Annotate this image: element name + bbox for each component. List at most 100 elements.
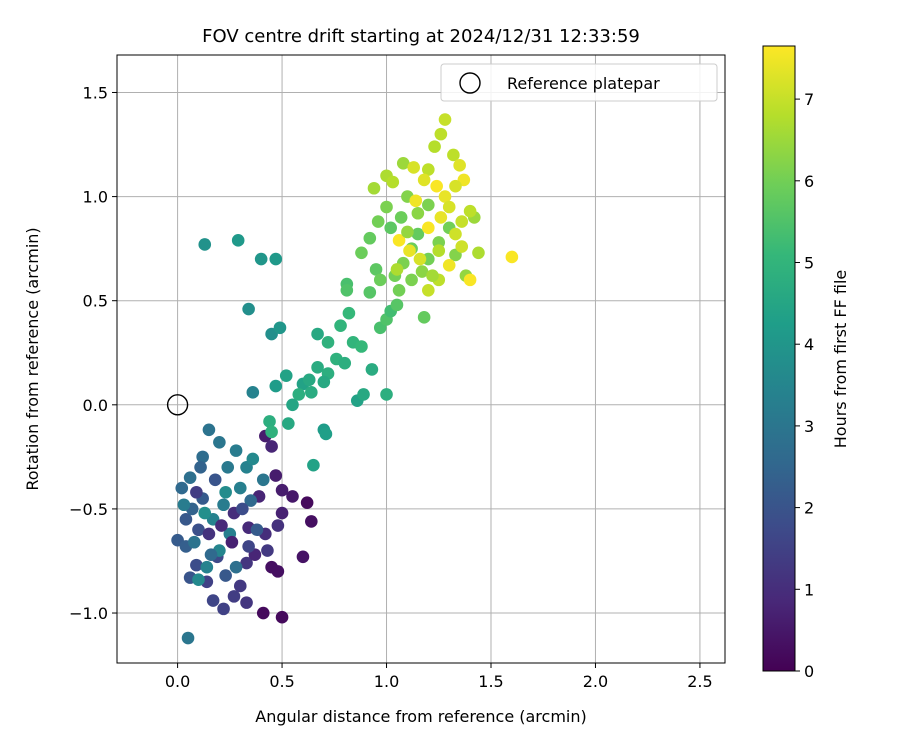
scatter-point xyxy=(256,606,270,620)
scatter-point xyxy=(386,175,400,189)
scatter-point xyxy=(413,252,427,266)
scatter-point xyxy=(392,234,406,247)
scatter-point xyxy=(321,336,335,349)
colorbar-tick-label: 2 xyxy=(804,499,814,518)
colorbar-tick-label: 1 xyxy=(804,580,814,599)
scatter-point xyxy=(340,283,354,297)
x-tick-label: 2.0 xyxy=(583,672,608,691)
scatter-point xyxy=(198,506,212,520)
scatter-point xyxy=(242,302,255,316)
y-tick-label: 1.0 xyxy=(83,188,108,207)
scatter-point xyxy=(438,190,452,203)
legend-label: Reference platepar xyxy=(507,74,660,93)
scatter-point xyxy=(401,225,414,239)
scatter-point xyxy=(183,471,197,484)
scatter-point xyxy=(434,127,448,141)
scatter-point xyxy=(417,173,431,187)
legend-box xyxy=(440,63,718,102)
scatter-point xyxy=(279,369,293,382)
colorbar-tick-label: 3 xyxy=(804,417,814,436)
plot-area: 0.0 0.5 1.0 1.5 2.0 2.5 −1.0 −0.5 0.0 0.5 1.0 1.5 xyxy=(69,54,726,691)
scatter-point xyxy=(390,263,404,276)
scatter-point xyxy=(190,558,203,572)
grid xyxy=(117,55,725,663)
scatter-point xyxy=(227,590,241,603)
colorbar-label: Hours from first FF file xyxy=(831,270,850,449)
scatter-point xyxy=(236,502,249,516)
scatter-point xyxy=(217,498,230,512)
scatter-point xyxy=(409,194,423,208)
y-tick-label: 0.5 xyxy=(83,292,108,311)
scatter-point xyxy=(371,215,385,228)
scatter-point xyxy=(317,375,331,389)
scatter-point xyxy=(188,535,201,549)
x-tick-label: 1.0 xyxy=(374,672,399,691)
scatter-point xyxy=(246,386,260,399)
scatter-point xyxy=(305,515,318,528)
scatter-point xyxy=(200,560,214,574)
scatter-point xyxy=(302,373,316,387)
legend: Reference platepar xyxy=(440,63,718,102)
scatter-point xyxy=(311,327,324,341)
scatter-point xyxy=(442,200,456,214)
scatter-point xyxy=(246,452,260,466)
scatter-point xyxy=(219,485,232,499)
scatter-point xyxy=(190,485,203,499)
scatter-point xyxy=(221,460,235,474)
scatter-point xyxy=(447,148,460,162)
scatter-point xyxy=(357,388,370,401)
scatter-point xyxy=(392,283,406,297)
scatter-point xyxy=(229,444,243,457)
scatter-point xyxy=(244,494,258,507)
scatter-point xyxy=(438,113,452,126)
x-tick-label: 0.5 xyxy=(269,672,294,691)
plot-frame xyxy=(116,54,726,664)
scatter-point xyxy=(208,473,222,487)
scatter-point xyxy=(449,227,462,241)
scatter-point xyxy=(415,265,429,278)
scatter-point xyxy=(380,200,393,214)
scatter-point xyxy=(428,140,441,153)
scatter-point xyxy=(213,435,226,449)
scatter-point xyxy=(265,425,278,439)
scatter-point xyxy=(417,311,431,324)
scatter-point xyxy=(263,415,276,428)
scatter-point xyxy=(300,496,314,509)
scatter-point xyxy=(233,481,247,495)
scatter-point xyxy=(219,569,232,582)
scatter-point xyxy=(275,610,289,624)
scatter-point xyxy=(422,283,435,297)
scatter-point xyxy=(181,631,195,645)
scatter-point xyxy=(422,198,435,212)
scatter-point xyxy=(296,550,310,564)
scatter-point xyxy=(250,523,264,537)
x-axis-label: Angular distance from reference (arcmin) xyxy=(255,707,586,726)
scatter-point xyxy=(434,211,448,224)
scatter-point xyxy=(455,240,469,253)
y-tick-label: −0.5 xyxy=(69,500,108,519)
legend-marker-icon xyxy=(459,72,481,94)
scatter-point xyxy=(319,427,333,441)
scatter-point xyxy=(206,594,220,607)
scatter-point xyxy=(269,252,283,266)
scatter-point xyxy=(432,244,446,258)
scatter-point xyxy=(463,273,477,287)
scatter-point xyxy=(311,361,324,374)
scatter-point xyxy=(363,286,377,299)
scatter-point xyxy=(430,179,443,193)
scatter-point xyxy=(365,363,379,376)
scatter-point xyxy=(215,519,228,532)
scatter-point xyxy=(240,596,253,609)
scatter-point xyxy=(394,211,408,224)
scatter-point xyxy=(369,263,383,276)
scatter-point xyxy=(194,460,207,474)
scatter-point xyxy=(373,273,387,287)
scatter-point xyxy=(307,458,320,472)
scatter-point xyxy=(411,227,425,241)
scatter-point xyxy=(403,244,416,258)
scatter-point xyxy=(334,319,347,332)
scatter-point xyxy=(472,246,485,260)
scatter-point xyxy=(305,386,318,399)
scatter-point xyxy=(390,298,404,312)
scatter-point xyxy=(177,498,191,512)
